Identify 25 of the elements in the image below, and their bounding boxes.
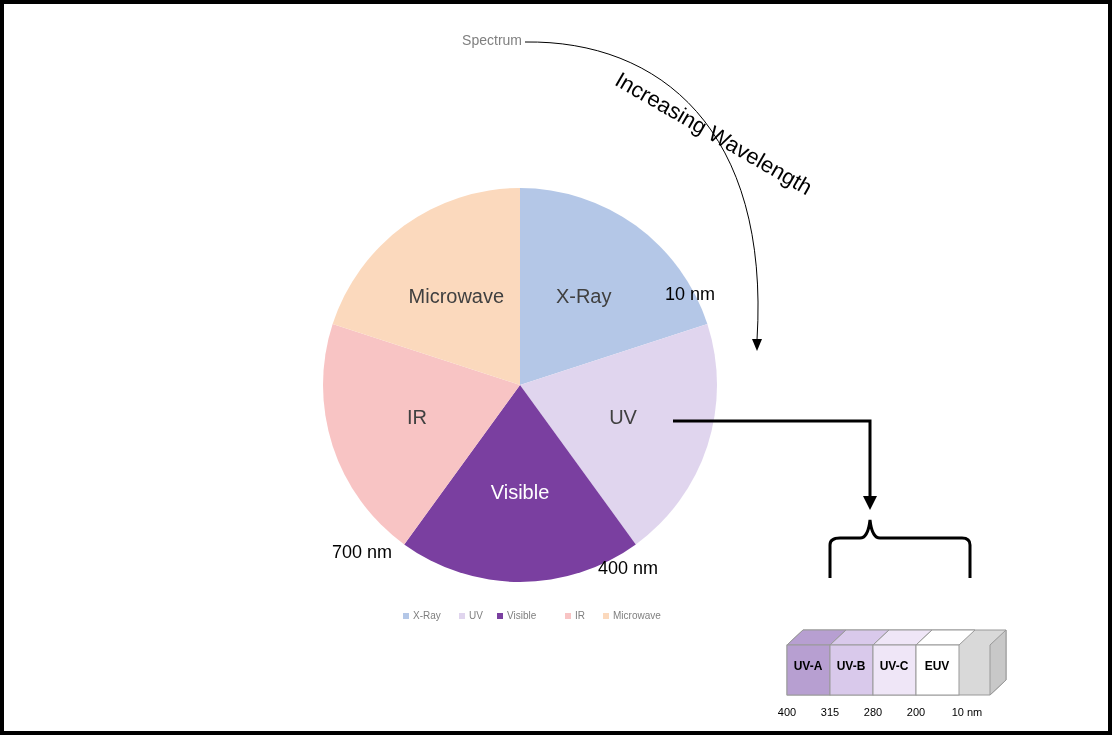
slice-label: Microwave [408, 284, 505, 307]
pie-slice [332, 188, 520, 385]
slice-label: IR [406, 405, 427, 428]
text: 400 nm [598, 558, 659, 578]
chart-title: Spectrum [462, 32, 522, 48]
pie-slice [404, 385, 636, 582]
text: 200 [906, 706, 926, 718]
text: EUV [924, 659, 950, 673]
legend-label: X-Ray [413, 610, 441, 621]
text: 280 [863, 706, 883, 718]
text: UV-A [793, 659, 823, 673]
text: 400 [777, 706, 797, 718]
text: 315 [820, 706, 840, 718]
legend-label: IR [575, 610, 585, 621]
text: 10 nm [665, 284, 716, 304]
legend-label: Microwave [613, 610, 662, 621]
text: UV-C [879, 659, 909, 673]
legend-label: UV [469, 610, 484, 621]
text: 10 nm [951, 706, 983, 718]
text: UV-B [836, 659, 866, 673]
slice-label: Visible [490, 480, 550, 503]
slice-label: X-Ray [555, 284, 612, 307]
slice-label: UV [609, 405, 638, 428]
legend-label: Visible [507, 610, 537, 621]
text: 700 nm [332, 542, 393, 562]
